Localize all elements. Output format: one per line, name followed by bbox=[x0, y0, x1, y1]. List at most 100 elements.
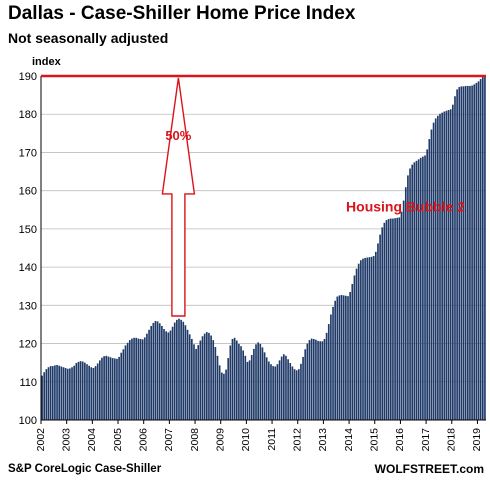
y-tick-label: 100 bbox=[19, 415, 37, 427]
bar bbox=[297, 369, 300, 420]
bar bbox=[353, 275, 356, 420]
bar bbox=[51, 366, 54, 420]
x-tick-label: 2005 bbox=[112, 428, 124, 452]
y-tick-label: 110 bbox=[19, 377, 37, 389]
bar bbox=[79, 361, 82, 420]
bar bbox=[289, 363, 292, 420]
x-tick-label: 2018 bbox=[446, 428, 458, 452]
bar bbox=[135, 337, 138, 420]
bar bbox=[250, 355, 253, 420]
bar bbox=[368, 257, 371, 420]
x-tick-label: 2015 bbox=[369, 428, 381, 452]
bar bbox=[366, 257, 369, 420]
bar bbox=[41, 375, 43, 420]
bar bbox=[137, 338, 140, 420]
bar bbox=[374, 251, 377, 420]
bar bbox=[58, 365, 61, 420]
bar bbox=[231, 338, 234, 420]
bar bbox=[109, 357, 112, 420]
bar bbox=[454, 96, 456, 420]
bar bbox=[424, 155, 426, 420]
bar bbox=[409, 168, 411, 420]
bar bbox=[387, 218, 390, 420]
bar bbox=[199, 340, 202, 420]
bar bbox=[186, 329, 189, 420]
chart-title: Dallas - Case-Shiller Home Price Index bbox=[8, 3, 356, 24]
bar bbox=[417, 159, 420, 420]
bar bbox=[169, 330, 172, 420]
bar bbox=[84, 362, 86, 420]
bar bbox=[362, 258, 364, 420]
bar bbox=[49, 366, 52, 420]
bar bbox=[426, 149, 428, 420]
y-tick-label: 190 bbox=[19, 71, 37, 83]
bar bbox=[445, 110, 448, 420]
bar bbox=[319, 341, 322, 420]
x-tick-label: 2013 bbox=[317, 428, 329, 452]
bar bbox=[357, 263, 360, 420]
bar bbox=[69, 368, 71, 420]
x-axis: 2002 2003 2004 2005 2006 2007 2008 2009 2010 2011… bbox=[35, 76, 486, 451]
bar bbox=[90, 367, 93, 420]
bar bbox=[43, 372, 46, 420]
bar bbox=[407, 175, 409, 420]
bar bbox=[233, 337, 236, 420]
bar bbox=[392, 218, 394, 420]
bar bbox=[263, 352, 266, 420]
bar bbox=[161, 325, 163, 420]
bar bbox=[154, 321, 157, 420]
bar bbox=[379, 234, 381, 420]
bar bbox=[139, 338, 142, 420]
bar bbox=[105, 355, 108, 420]
bar bbox=[210, 335, 212, 420]
x-tick-label: 2014 bbox=[343, 428, 355, 452]
bar bbox=[152, 322, 155, 420]
bar bbox=[71, 367, 73, 420]
bar bbox=[351, 283, 354, 420]
bar bbox=[156, 321, 159, 420]
bar bbox=[66, 368, 69, 420]
bar bbox=[218, 365, 221, 420]
bar bbox=[456, 89, 458, 420]
chart-subtitle: Not seasonally adjusted bbox=[8, 30, 169, 46]
x-tick-label: 2004 bbox=[86, 428, 98, 452]
bar bbox=[173, 322, 176, 420]
x-tick-label: 2008 bbox=[189, 428, 201, 452]
x-tick-label: 2016 bbox=[394, 428, 406, 452]
bar bbox=[180, 319, 182, 420]
x-tick-label: 2007 bbox=[163, 428, 175, 452]
bar bbox=[220, 372, 223, 420]
bar bbox=[462, 86, 465, 420]
bar bbox=[94, 366, 97, 420]
bar bbox=[103, 356, 105, 420]
bar bbox=[143, 337, 146, 420]
bar bbox=[402, 200, 405, 420]
bar bbox=[345, 295, 347, 420]
bar bbox=[246, 361, 249, 420]
bar bbox=[45, 369, 48, 420]
bar bbox=[229, 345, 232, 420]
bar bbox=[413, 162, 416, 420]
bar bbox=[193, 344, 195, 420]
bar bbox=[419, 157, 422, 421]
bar bbox=[372, 256, 375, 420]
bar bbox=[336, 296, 339, 420]
bar bbox=[133, 337, 135, 420]
bar bbox=[118, 356, 120, 420]
bar bbox=[255, 344, 257, 420]
bar bbox=[471, 85, 473, 420]
x-tick-label: 2006 bbox=[137, 428, 149, 452]
bar bbox=[437, 115, 439, 420]
bar bbox=[441, 112, 443, 420]
bar bbox=[280, 356, 283, 420]
bar bbox=[315, 339, 317, 420]
bar bbox=[276, 364, 279, 420]
bar bbox=[274, 366, 277, 420]
x-tick-label: 2002 bbox=[35, 428, 47, 452]
bar bbox=[411, 164, 414, 420]
bar bbox=[325, 332, 328, 420]
bar bbox=[327, 324, 330, 420]
bar bbox=[120, 352, 123, 420]
bar bbox=[317, 340, 319, 420]
y-tick-label: 150 bbox=[19, 224, 37, 236]
